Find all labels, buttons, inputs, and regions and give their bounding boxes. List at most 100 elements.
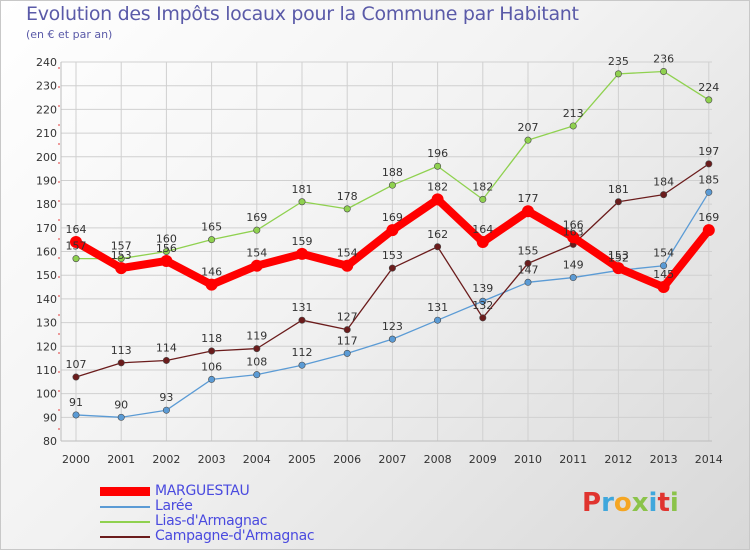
proxiti-logo: Proxiti [582, 488, 679, 518]
data-point [253, 371, 261, 379]
data-point [160, 254, 173, 267]
data-point [479, 314, 487, 322]
data-point [117, 413, 125, 421]
data-label: 188 [382, 166, 403, 179]
y-tick-label: 110 [36, 364, 57, 377]
data-label: 197 [698, 145, 719, 158]
data-label: 107 [66, 358, 87, 371]
y-tick-label: 120 [36, 340, 57, 353]
logo-letter: o [613, 488, 632, 518]
y-tick-label: 220 [36, 103, 57, 116]
data-point [434, 243, 442, 251]
logo-letter: i [648, 488, 658, 518]
data-label: 145 [653, 268, 674, 281]
legend-swatch [100, 487, 150, 496]
data-label: 149 [563, 259, 584, 272]
data-point [343, 349, 351, 357]
y-tick-label: 180 [36, 198, 57, 211]
data-label: 196 [427, 147, 448, 160]
logo-letter: i [669, 488, 679, 518]
x-tick-label: 2000 [62, 453, 90, 466]
data-label: 118 [201, 332, 222, 345]
data-point [386, 224, 399, 237]
y-tick-label: 90 [43, 411, 57, 424]
data-point [479, 297, 487, 305]
data-point [117, 359, 125, 367]
y-tick-label: 200 [36, 151, 57, 164]
logo-letter: r [601, 488, 614, 518]
data-label: 154 [653, 247, 674, 260]
data-label: 184 [653, 176, 674, 189]
data-label: 181 [292, 183, 313, 196]
data-point [705, 160, 713, 168]
data-label: 156 [156, 242, 177, 255]
data-point [657, 281, 670, 294]
logo-letter: x [631, 488, 649, 518]
data-point [72, 411, 80, 419]
data-label: 153 [111, 249, 132, 262]
x-tick-label: 2002 [152, 453, 180, 466]
data-label: 181 [608, 183, 629, 196]
logo-letter: P [582, 488, 602, 518]
y-tick-label: 240 [36, 56, 57, 69]
chart-subtitle: (en € et par an) [26, 28, 113, 41]
data-point [660, 191, 668, 199]
y-tick-label: 160 [36, 246, 57, 259]
data-point [388, 181, 396, 189]
data-point [208, 347, 216, 355]
x-tick-label: 2009 [469, 453, 497, 466]
data-label: 113 [111, 344, 132, 357]
x-tick-label: 2001 [107, 453, 135, 466]
data-label: 166 [563, 218, 584, 231]
data-point [162, 356, 170, 364]
legend-swatch [100, 536, 150, 538]
x-tick-label: 2006 [333, 453, 361, 466]
data-label: 112 [292, 346, 313, 359]
data-label: 153 [608, 249, 629, 262]
data-point [162, 406, 170, 414]
legend-label: Larée [155, 498, 193, 514]
data-label: 108 [246, 356, 267, 369]
x-tick-label: 2003 [198, 453, 226, 466]
data-label: 90 [114, 398, 128, 411]
data-label: 117 [337, 334, 358, 347]
data-point [524, 278, 532, 286]
data-label: 139 [472, 282, 493, 295]
data-label: 182 [427, 180, 448, 193]
data-point [702, 224, 715, 237]
data-point [522, 205, 534, 218]
data-label: 127 [337, 311, 358, 324]
data-label: 155 [518, 244, 539, 257]
x-tick-label: 2008 [424, 453, 452, 466]
x-tick-label: 2012 [604, 453, 632, 466]
data-label: 182 [472, 180, 493, 193]
x-tick-label: 2007 [378, 453, 406, 466]
data-point [253, 226, 261, 234]
data-label: 160 [156, 233, 177, 246]
data-label: 177 [518, 192, 539, 205]
y-tick-label: 170 [36, 222, 57, 235]
logo-letter: t [657, 488, 670, 518]
data-point [705, 96, 713, 104]
data-label: 119 [246, 330, 267, 343]
data-label: 169 [698, 211, 719, 224]
data-point [476, 236, 489, 249]
data-point [341, 259, 354, 272]
legend-label: Campagne-d'Armagnac [155, 528, 315, 544]
data-label: 154 [246, 247, 267, 260]
data-point [614, 70, 622, 78]
data-point [296, 247, 308, 260]
data-point [388, 335, 396, 343]
data-label: 146 [201, 266, 222, 279]
x-tick-label: 2005 [288, 453, 316, 466]
data-label: 235 [608, 55, 629, 68]
data-point [705, 188, 713, 196]
legend-swatch [100, 506, 150, 508]
data-point [479, 195, 487, 203]
data-point [434, 316, 442, 324]
data-point [524, 136, 532, 144]
data-label: 106 [201, 360, 222, 373]
data-point [298, 361, 306, 369]
legend-label: MARGUESTAU [155, 483, 250, 499]
